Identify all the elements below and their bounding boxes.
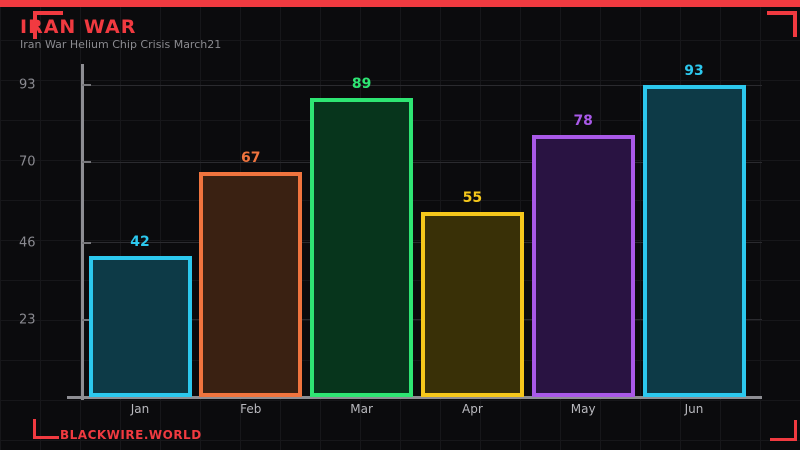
y-tick-label: 70 <box>19 154 36 170</box>
brand-footer: BLACKWIRE.WORLD <box>60 428 202 442</box>
bar <box>199 172 303 397</box>
bar <box>88 256 192 397</box>
top-accent-bar <box>0 0 800 7</box>
bar-value-label: 67 <box>241 150 261 167</box>
x-axis-line <box>67 396 762 399</box>
corner-bracket-bottom-right <box>770 420 797 441</box>
x-tick-label: Apr <box>462 402 483 416</box>
bar <box>420 212 524 397</box>
x-tick-label: Feb <box>240 402 262 416</box>
y-axis-tick <box>82 318 91 321</box>
y-axis-tick <box>82 161 91 164</box>
bar-value-label: 42 <box>130 234 150 251</box>
y-gridline <box>82 161 762 163</box>
y-axis-line <box>81 64 84 400</box>
x-tick-label: Jan <box>130 402 150 416</box>
page-title: IRAN WAR <box>20 16 137 38</box>
y-axis-tick <box>82 84 91 86</box>
bar-value-label: 78 <box>573 113 593 130</box>
page-subtitle: Iran War Helium Chip Crisis March21 <box>20 38 222 51</box>
x-tick-label: Jun <box>684 402 704 416</box>
bar-value-label: 55 <box>462 190 483 207</box>
bar <box>642 85 746 397</box>
bar-value-label: 93 <box>684 63 704 79</box>
x-tick-label: Mar <box>350 402 373 416</box>
y-tick-label: 23 <box>19 312 36 328</box>
bar <box>531 135 635 397</box>
y-tick-label: 46 <box>19 235 36 251</box>
y-tick-label: 93 <box>19 77 36 93</box>
corner-bracket-top-left <box>33 11 63 39</box>
y-gridline <box>82 84 762 86</box>
y-axis-tick <box>82 241 91 244</box>
bar-value-label: 89 <box>351 76 372 93</box>
bar <box>310 98 414 397</box>
x-tick-label: May <box>570 402 596 416</box>
corner-bracket-bottom-left <box>33 419 59 439</box>
corner-bracket-top-right <box>767 11 797 37</box>
